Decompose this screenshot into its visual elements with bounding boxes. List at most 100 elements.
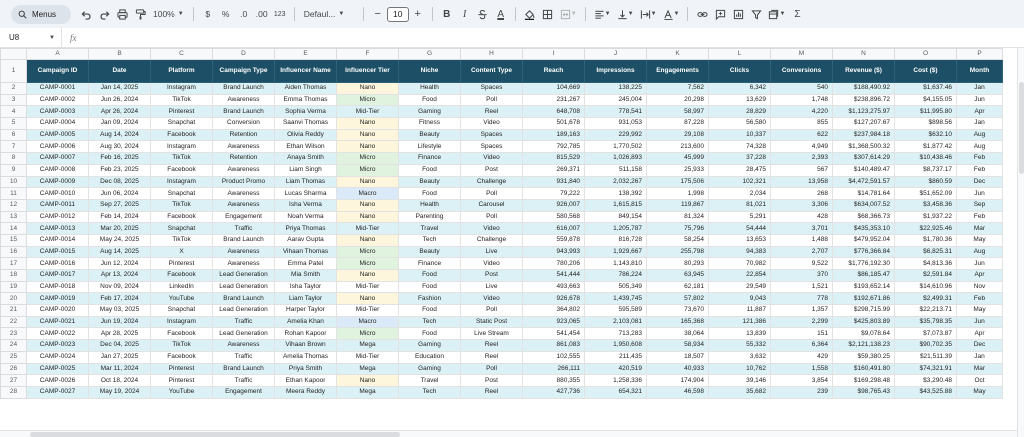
cell[interactable]: Apr (956, 105, 1003, 119)
cell[interactable]: Jan 27, 2025 (88, 350, 151, 364)
cell[interactable]: Mar 20, 2025 (88, 222, 151, 235)
cell[interactable]: Micro (336, 93, 399, 107)
cell[interactable]: $4,155.05 (894, 93, 957, 107)
row-number[interactable]: 18 (0, 269, 27, 282)
cell[interactable]: Nano (336, 374, 399, 387)
cell[interactable]: Aiden Thomas (274, 82, 337, 95)
cell[interactable]: 73,670 (646, 304, 709, 317)
cell[interactable]: Liam Singh (274, 163, 337, 177)
cell[interactable]: CAMP-0020 (26, 304, 89, 317)
cell[interactable]: Gaming (398, 339, 461, 352)
cell[interactable]: 13,653 (708, 233, 771, 247)
cell[interactable]: 18,507 (646, 350, 709, 364)
cell[interactable]: Apr (956, 269, 1003, 282)
cell[interactable]: Brand Launch (212, 362, 275, 376)
cell[interactable]: $1,877.42 (894, 140, 957, 154)
cell[interactable]: $237,984.18 (832, 128, 895, 142)
cell[interactable]: 5,291 (708, 210, 771, 224)
cell[interactable]: $3,290.48 (894, 374, 957, 387)
cell[interactable]: Apr 13, 2024 (88, 269, 151, 282)
cell[interactable]: Video (460, 152, 523, 165)
cell[interactable]: $98,765.43 (832, 385, 895, 399)
cell[interactable]: 13,839 (708, 327, 771, 341)
cell[interactable]: 849,154 (584, 210, 647, 224)
cell[interactable]: $140,489.47 (832, 163, 895, 177)
cell[interactable]: May (956, 385, 1003, 399)
cell[interactable]: 943,993 (522, 245, 585, 259)
cell[interactable]: 165,368 (646, 315, 709, 329)
cell[interactable]: Aug 30, 2024 (88, 140, 151, 154)
cell[interactable]: 3,701 (770, 222, 833, 235)
undo-button[interactable] (77, 4, 95, 24)
cell[interactable]: Food (398, 269, 461, 282)
cell[interactable]: 57,802 (646, 292, 709, 306)
row-number[interactable]: 9 (0, 163, 27, 177)
cell[interactable]: 429 (770, 350, 833, 364)
cell[interactable]: Lead Generation (212, 327, 275, 341)
bold-button[interactable]: B (438, 4, 456, 24)
cell[interactable]: 11,887 (708, 304, 771, 317)
cell[interactable]: Nano (336, 82, 399, 95)
cell[interactable]: Nano (336, 140, 399, 154)
cell[interactable]: Jan 09, 2024 (88, 117, 151, 130)
cell[interactable]: Spaces (460, 140, 523, 154)
cell[interactable]: Brand Launch (212, 292, 275, 306)
column-header[interactable]: O (894, 48, 957, 60)
cell[interactable]: Pinterest (150, 362, 213, 376)
cell[interactable]: CAMP-0006 (26, 140, 89, 154)
cell[interactable]: 74,328 (708, 140, 771, 154)
cell[interactable]: 13,958 (770, 175, 833, 189)
cell[interactable]: CAMP-0009 (26, 175, 89, 189)
cell[interactable]: Mid-Tier (336, 304, 399, 317)
cell[interactable]: 792,785 (522, 140, 585, 154)
cell[interactable]: Snapchat (150, 304, 213, 317)
cell[interactable]: Engagement (212, 210, 275, 224)
cell[interactable]: 10,337 (708, 128, 771, 142)
cell[interactable]: Gaming (398, 362, 461, 376)
cell[interactable]: Jan 14, 2025 (88, 82, 151, 95)
cell[interactable]: Nov (956, 280, 1003, 294)
cell[interactable]: YouTube (150, 385, 213, 399)
cell[interactable]: Health (398, 198, 461, 212)
cell[interactable]: May (956, 233, 1003, 247)
cell[interactable]: $169,298.48 (832, 374, 895, 387)
header-cell[interactable]: Reach (522, 59, 585, 83)
cell[interactable]: Rohan Kapoor (274, 327, 337, 341)
header-cell[interactable]: Platform (150, 59, 213, 83)
cell[interactable]: YouTube (150, 292, 213, 306)
cell[interactable]: 13,629 (708, 93, 771, 107)
cell[interactable]: CAMP-0012 (26, 210, 89, 224)
cell[interactable]: Ethan Wilson (274, 140, 337, 154)
cell[interactable]: Harper Taylor (274, 304, 337, 317)
cell[interactable]: $14,781.64 (832, 187, 895, 200)
cell[interactable]: $3,458.36 (894, 198, 957, 212)
cell[interactable]: Reel (460, 350, 523, 364)
italic-button[interactable]: I (456, 4, 474, 24)
cell[interactable]: $14,610.96 (894, 280, 957, 294)
column-header[interactable]: J (584, 48, 647, 60)
cell[interactable]: Reel (460, 385, 523, 399)
cell[interactable]: Facebook (150, 210, 213, 224)
cell[interactable]: Sep 27, 2025 (88, 198, 151, 212)
cell[interactable]: Isha Taylor (274, 280, 337, 294)
cell[interactable]: CAMP-0005 (26, 128, 89, 142)
cell[interactable]: 541,454 (522, 327, 585, 341)
cell[interactable]: 926,007 (522, 198, 585, 212)
header-cell[interactable]: Campaign Type (212, 59, 275, 83)
cell[interactable]: $860.59 (894, 175, 957, 189)
header-cell[interactable]: Conversions (770, 59, 833, 83)
cell[interactable]: $7,073.87 (894, 327, 957, 341)
create-filter-button[interactable] (747, 4, 765, 24)
cell[interactable]: 505,349 (584, 280, 647, 294)
cell[interactable]: $4,472,591.57 (832, 175, 895, 189)
cell[interactable]: Food (398, 280, 461, 294)
cell[interactable]: May 03, 2025 (88, 304, 151, 317)
cell[interactable]: 923,065 (522, 315, 585, 329)
cell[interactable]: 29,549 (708, 280, 771, 294)
cell[interactable]: 104,669 (522, 82, 585, 95)
cell[interactable]: Aug 14, 2024 (88, 128, 151, 142)
cell[interactable]: 39,146 (708, 374, 771, 387)
cell[interactable]: Spaces (460, 128, 523, 142)
row-number[interactable]: 1 (0, 59, 27, 83)
cell[interactable]: Food (398, 93, 461, 107)
